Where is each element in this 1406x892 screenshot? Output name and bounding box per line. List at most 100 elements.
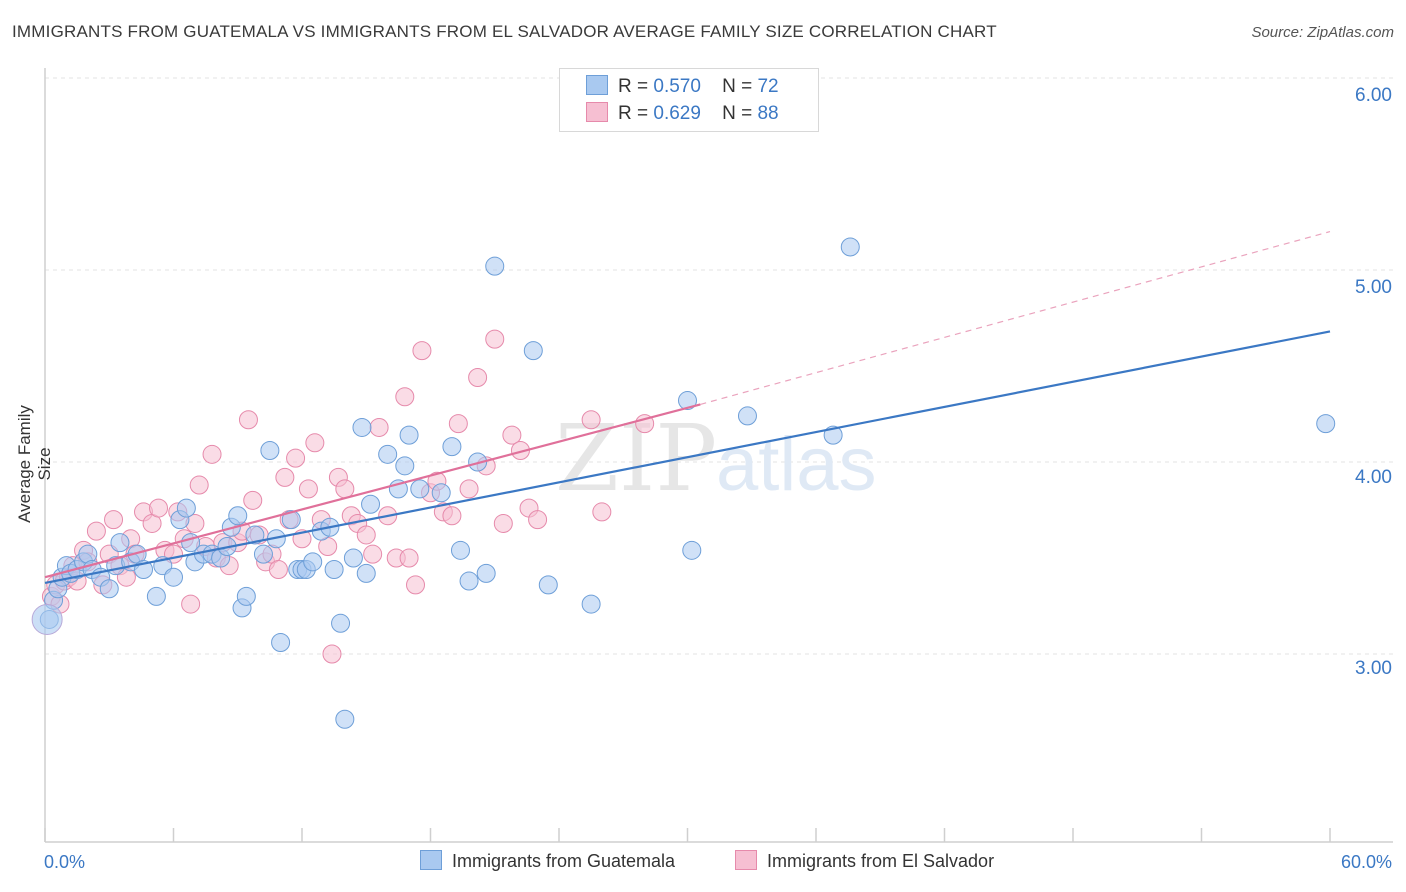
data-point-elsalvador xyxy=(322,644,342,664)
legend-n-label: N = xyxy=(722,103,753,124)
bottom-legend-guatemala: Immigrants from Guatemala xyxy=(420,850,675,872)
data-point-guatemala xyxy=(356,563,376,583)
bottom-legend-label: Immigrants from Guatemala xyxy=(452,851,676,871)
data-point-elsalvador xyxy=(406,575,426,595)
data-point-guatemala xyxy=(523,341,543,361)
legend-row-guatemala: R = 0.570 N = 72 xyxy=(586,75,779,99)
data-point-guatemala xyxy=(678,391,697,411)
y-tick-label: 3.00 xyxy=(1355,658,1392,679)
data-point-guatemala xyxy=(431,483,451,503)
x-tick-label-max: 60.0% xyxy=(1340,852,1392,872)
source-label: Source: ZipAtlas.com xyxy=(1251,24,1394,41)
y-axis-label: Average Family Size xyxy=(15,405,54,523)
chart-title: IMMIGRANTS FROM GUATEMALA VS IMMIGRANTS … xyxy=(12,22,997,41)
legend-n-label: N = xyxy=(722,76,753,97)
legend-r-value: 0.570 xyxy=(653,76,701,97)
data-point-elsalvador xyxy=(286,448,306,468)
data-point-cluster xyxy=(31,603,63,635)
x-tick-label-min: 0.0% xyxy=(44,852,86,872)
data-point-guatemala xyxy=(343,548,363,568)
data-point-elsalvador xyxy=(493,513,513,533)
data-point-elsalvador xyxy=(243,490,263,510)
correlation-legend: R = 0.570 N = 72 R = 0.629 N = 88 xyxy=(559,68,819,132)
data-point-elsalvador xyxy=(581,410,601,430)
data-point-elsalvador xyxy=(189,475,209,495)
data-point-guatemala xyxy=(361,494,381,514)
data-point-guatemala xyxy=(410,479,430,499)
data-point-elsalvador xyxy=(202,444,222,464)
data-point-elsalvador xyxy=(335,479,355,499)
data-point-guatemala xyxy=(1316,414,1336,434)
data-point-guatemala xyxy=(260,440,280,460)
trendline-elsalvador xyxy=(44,403,701,579)
data-point-guatemala xyxy=(581,594,601,614)
data-point-elsalvador xyxy=(395,387,415,407)
data-point-guatemala xyxy=(110,533,130,553)
bottom-legend-swatch-blue xyxy=(420,850,442,870)
data-point-elsalvador xyxy=(356,525,376,545)
bottom-legend-swatch-pink xyxy=(735,850,757,870)
legend-swatch-pink xyxy=(586,102,608,122)
legend-n-value: 88 xyxy=(757,103,779,124)
data-point-guatemala xyxy=(485,256,505,276)
data-point-elsalvador xyxy=(363,544,383,564)
data-point-elsalvador xyxy=(369,417,389,437)
data-point-guatemala xyxy=(253,544,273,564)
data-point-elsalvador xyxy=(298,479,318,499)
data-point-guatemala xyxy=(331,613,351,633)
data-point-guatemala xyxy=(395,456,415,476)
data-point-elsalvador xyxy=(485,329,505,349)
data-point-guatemala xyxy=(146,586,166,606)
data-point-guatemala xyxy=(303,552,323,572)
data-point-guatemala xyxy=(378,444,398,464)
data-point-guatemala xyxy=(228,506,248,526)
data-point-guatemala xyxy=(324,560,344,580)
data-point-elsalvador xyxy=(442,506,462,526)
data-point-elsalvador xyxy=(528,510,548,530)
y-tick-label: 4.00 xyxy=(1355,467,1392,488)
data-point-guatemala xyxy=(164,567,183,587)
data-point-elsalvador xyxy=(86,521,106,541)
legend-n-value: 72 xyxy=(757,76,779,97)
legend-r-value: 0.629 xyxy=(653,103,701,124)
data-point-guatemala xyxy=(352,417,372,437)
data-point-elsalvador xyxy=(459,479,479,499)
data-point-guatemala xyxy=(281,510,301,530)
data-point-guatemala xyxy=(271,632,291,652)
data-point-elsalvador xyxy=(268,560,288,580)
data-point-guatemala xyxy=(476,563,496,583)
data-point-guatemala xyxy=(538,575,558,595)
legend-r-label: R = xyxy=(618,76,649,97)
data-point-elsalvador xyxy=(502,425,522,445)
data-point-elsalvador xyxy=(399,548,419,568)
y-tick-label: 6.00 xyxy=(1355,85,1392,106)
y-tick-label: 5.00 xyxy=(1355,277,1392,298)
trendline-elsalvador-extension xyxy=(700,231,1331,405)
data-point-elsalvador xyxy=(468,368,488,388)
data-point-guatemala xyxy=(840,237,860,257)
bottom-legend-elsalvador: Immigrants from El Salvador xyxy=(735,850,994,872)
data-point-guatemala xyxy=(335,709,355,729)
data-point-guatemala xyxy=(236,586,256,606)
data-point-guatemala xyxy=(450,540,470,560)
data-point-guatemala xyxy=(399,425,419,445)
data-point-elsalvador xyxy=(635,414,655,434)
data-point-guatemala xyxy=(459,571,479,591)
data-point-guatemala xyxy=(442,437,462,457)
data-point-elsalvador xyxy=(149,498,169,518)
data-point-elsalvador xyxy=(275,467,295,487)
data-point-elsalvador xyxy=(305,433,325,453)
legend-row-elsalvador: R = 0.629 N = 88 xyxy=(586,102,779,126)
data-point-elsalvador xyxy=(104,510,124,530)
data-point-elsalvador xyxy=(412,341,432,361)
data-point-elsalvador xyxy=(592,502,612,522)
data-point-elsalvador xyxy=(238,410,258,430)
legend-r-label: R = xyxy=(618,103,649,124)
data-point-elsalvador xyxy=(448,414,468,434)
bottom-legend-label: Immigrants from El Salvador xyxy=(767,851,995,871)
data-point-guatemala xyxy=(737,406,757,426)
data-point-guatemala xyxy=(682,540,702,560)
data-point-elsalvador xyxy=(181,594,201,614)
watermark-atlas: atlas xyxy=(716,422,877,507)
